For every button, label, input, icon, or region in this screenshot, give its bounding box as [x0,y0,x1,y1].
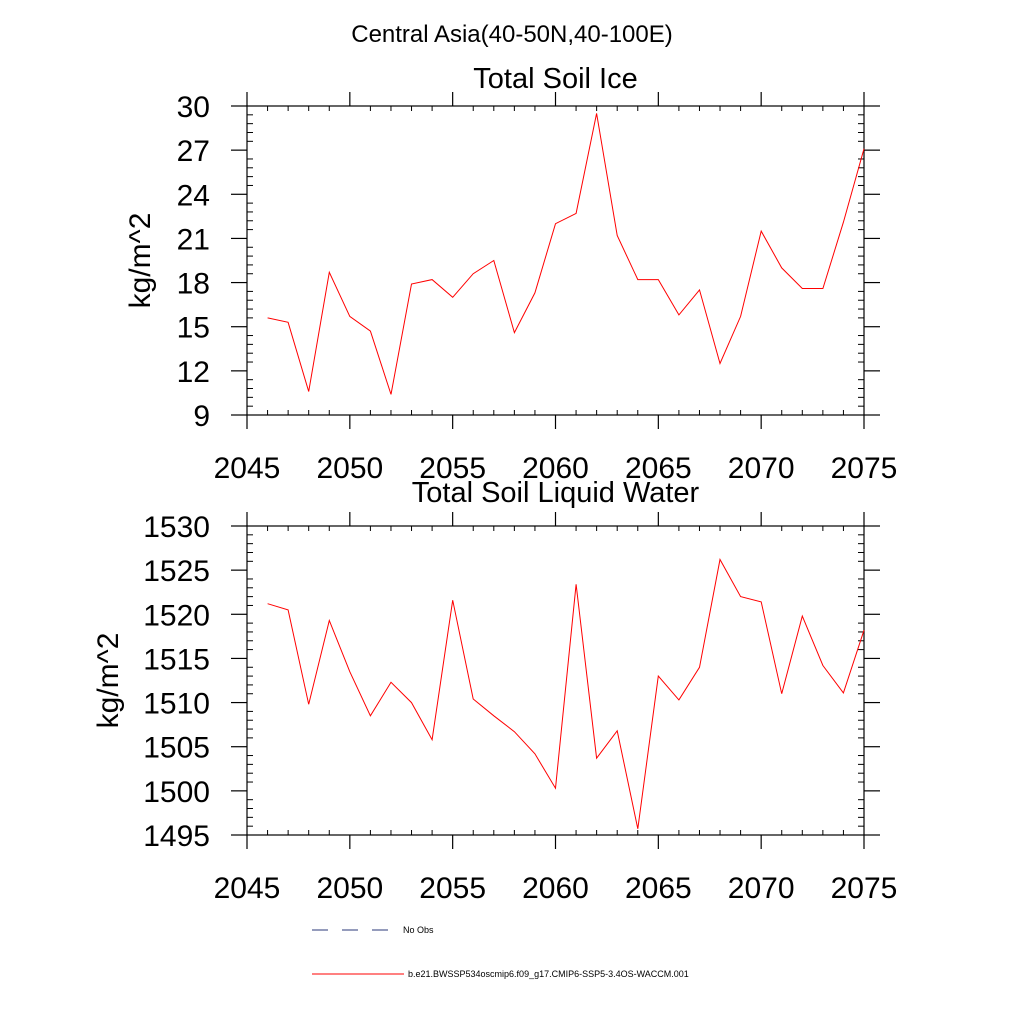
x-tick-label: 2045 [214,452,281,485]
x-tick-label: 2050 [316,452,383,485]
x-tick-label: 2075 [831,872,898,905]
legend-label-model: b.e21.BWSSP534oscmip6.f09_g17.CMIP6-SSP5… [408,969,689,979]
series-line [267,113,865,395]
y-tick-label: 9 [193,400,210,433]
plot-frame [246,105,865,416]
x-tick-label: 2060 [522,872,589,905]
panel-title: Total Soil Liquid Water [412,477,700,509]
y-tick-label: 1515 [143,643,210,676]
x-tick-label: 2065 [625,452,692,485]
x-tick-label: 2045 [214,872,281,905]
soil-liquid-water-panel: Total Soil Liquid Water kg/m^2 2045 2050 205… [92,477,897,905]
x-tick-label: 2055 [419,872,486,905]
y-tick-label: 1500 [143,776,210,809]
x-tick-label: 2055 [419,452,486,485]
y-tick-label: 18 [177,268,210,301]
legend-entry-no-obs: No Obs [312,925,434,935]
legend-entry-model: b.e21.BWSSP534oscmip6.f09_g17.CMIP6-SSP5… [312,969,689,979]
x-tick-label: 2070 [728,872,795,905]
x-tick-label: 2050 [316,872,383,905]
y-axis-label: kg/m^2 [124,213,157,309]
y-axis-label: kg/m^2 [92,633,125,729]
series-line [267,558,865,829]
y-tick-label: 1525 [143,555,210,588]
y-tick-label: 1530 [143,511,210,544]
soil-ice-panel: Total Soil Ice kg/m^2 2045 2050 2055 2060 2065… [124,63,897,485]
y-tick-label: 24 [177,179,210,212]
y-tick-label: 12 [177,356,210,389]
legend: No Obs b.e21.BWSSP534oscmip6.f09_g17.CMI… [312,925,689,979]
x-tick-label: 2060 [522,452,589,485]
y-tick-label: 15 [177,312,210,345]
x-tick-label: 2075 [831,452,898,485]
panel-title: Total Soil Ice [473,63,637,95]
x-tick-label: 2065 [625,872,692,905]
legend-label-no-obs: No Obs [403,925,434,935]
y-tick-label: 30 [177,91,210,124]
y-tick-label: 1520 [143,599,210,632]
y-tick-label: 1495 [143,820,210,853]
y-tick-label: 1505 [143,732,210,765]
x-tick-label: 2070 [728,452,795,485]
y-tick-label: 21 [177,223,210,256]
y-tick-label: 1510 [143,688,210,721]
figure-suptitle: Central Asia(40-50N,40-100E) [351,21,673,48]
y-tick-label: 27 [177,135,210,168]
